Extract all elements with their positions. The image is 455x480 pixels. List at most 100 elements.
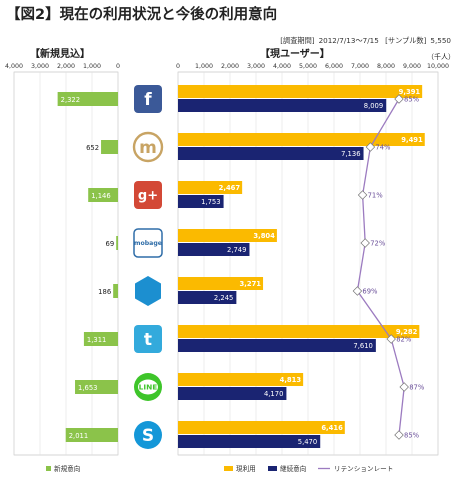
right-tick-label: 10,000 bbox=[427, 63, 449, 70]
new-intent-label: 1,146 bbox=[91, 192, 110, 200]
retention-label: 85% bbox=[404, 432, 420, 440]
new-intent-bar bbox=[57, 92, 118, 106]
new-intent-bar bbox=[88, 188, 118, 202]
retention-point bbox=[399, 382, 409, 392]
continue-intent-bar bbox=[178, 99, 387, 112]
icon-glyph: mobage bbox=[134, 240, 162, 247]
right-tick-label: 7,000 bbox=[351, 63, 369, 70]
continue-intent-label: 7,136 bbox=[341, 150, 360, 158]
current-usage-label: 4,813 bbox=[280, 376, 302, 384]
unit-label: （千人） bbox=[427, 53, 455, 61]
line-bubble-shape bbox=[138, 379, 158, 395]
current-usage-label: 3,271 bbox=[240, 280, 262, 288]
right-tick-label: 1,000 bbox=[195, 63, 213, 70]
current-usage-label: 3,804 bbox=[253, 232, 275, 240]
right-tick-label: 9,000 bbox=[403, 63, 421, 70]
right-panel-title: 【現ユーザー】 bbox=[260, 49, 330, 60]
mixi-icon bbox=[132, 131, 164, 163]
survey-meta: [調査期間] 2012/7/13〜7/15 [サンプル数] 5,550 bbox=[276, 36, 451, 46]
new-intent-bar bbox=[113, 284, 118, 298]
new-intent-label: 2,322 bbox=[61, 96, 80, 104]
retention-label: 74% bbox=[375, 144, 391, 152]
period-label: [調査期間] bbox=[280, 36, 315, 45]
sample-label: [サンプル数] bbox=[385, 36, 427, 45]
current-usage-bar bbox=[178, 421, 345, 434]
retention-label: 71% bbox=[368, 192, 384, 200]
facebook-icon bbox=[134, 85, 162, 113]
mobage-icon bbox=[133, 228, 163, 258]
new-intent-bar bbox=[75, 380, 118, 394]
left-tick-label: 4,000 bbox=[5, 63, 23, 70]
new-intent-bar bbox=[101, 140, 118, 154]
new-intent-label: 1,311 bbox=[87, 336, 106, 344]
continue-intent-label: 4,170 bbox=[264, 390, 283, 398]
retention-line bbox=[356, 98, 405, 436]
retention-point bbox=[386, 334, 396, 344]
new-intent-label: 652 bbox=[86, 144, 99, 152]
right-tick-label: 8,000 bbox=[377, 63, 395, 70]
retention-label: 82% bbox=[396, 336, 412, 344]
new-intent-bar bbox=[65, 428, 118, 442]
left-tick-label: 3,000 bbox=[31, 63, 49, 70]
retention-point bbox=[352, 286, 363, 296]
current-usage-bar bbox=[178, 229, 277, 242]
new-intent-label: 2,011 bbox=[69, 432, 88, 440]
right-tick-label: 6,000 bbox=[325, 63, 343, 70]
current-usage-bar bbox=[178, 325, 420, 338]
twitter-icon bbox=[134, 325, 162, 353]
icon-glyph: S bbox=[142, 426, 154, 446]
legend-continue-label: 継続意向 bbox=[280, 464, 306, 473]
continue-intent-label: 5,470 bbox=[298, 438, 317, 446]
continue-intent-label: 8,009 bbox=[364, 102, 383, 110]
continue-intent-bar bbox=[178, 195, 224, 208]
retention-label: 72% bbox=[370, 240, 386, 248]
icon-glyph: g+ bbox=[138, 189, 158, 204]
legend-current-swatch bbox=[224, 466, 233, 471]
current-usage-bar bbox=[178, 133, 425, 146]
current-usage-bar bbox=[178, 277, 264, 290]
legend-new-swatch bbox=[46, 466, 51, 471]
retention-point bbox=[394, 430, 404, 440]
retention-point bbox=[394, 94, 404, 104]
current-usage-label: 9,491 bbox=[401, 136, 423, 144]
retention-label: 85% bbox=[404, 96, 420, 104]
continue-intent-label: 2,245 bbox=[214, 294, 233, 302]
period-value: 2012/7/13〜7/15 bbox=[318, 36, 379, 45]
google-plus-icon bbox=[134, 181, 162, 209]
current-usage-bar bbox=[178, 85, 423, 98]
icon-glyph: f bbox=[144, 90, 152, 110]
continue-intent-bar bbox=[178, 243, 250, 256]
right-tick-label: 4,000 bbox=[273, 63, 291, 70]
retention-label: 87% bbox=[409, 384, 425, 392]
new-intent-label: 1,653 bbox=[78, 384, 97, 392]
current-usage-label: 6,416 bbox=[321, 424, 343, 432]
icon-glyph: m bbox=[139, 138, 157, 158]
icon-glyph: t bbox=[144, 330, 152, 350]
current-usage-label: 9,282 bbox=[396, 328, 418, 336]
chart-title: 【図2】現在の利用状況と今後の利用意向 bbox=[6, 7, 278, 23]
left-tick-label: 2,000 bbox=[57, 63, 75, 70]
gree-icon bbox=[135, 276, 161, 306]
continue-intent-label: 2,749 bbox=[227, 246, 246, 254]
legend-new-label: 新規意向 bbox=[54, 464, 80, 473]
right-tick-label: 2,000 bbox=[221, 63, 239, 70]
continue-intent-bar bbox=[178, 339, 376, 352]
right-tick-label: 3,000 bbox=[247, 63, 265, 70]
current-usage-label: 9,391 bbox=[399, 88, 421, 96]
continue-intent-bar bbox=[178, 387, 287, 400]
icon-glyph: LINE bbox=[139, 383, 158, 392]
legend-current-label: 現利用 bbox=[236, 464, 256, 473]
legend-continue-swatch bbox=[268, 466, 277, 471]
continue-intent-label: 1,753 bbox=[201, 198, 220, 206]
continue-intent-label: 7,610 bbox=[353, 342, 372, 350]
current-usage-bar bbox=[178, 181, 243, 194]
new-intent-bar bbox=[83, 332, 118, 346]
new-intent-label: 186 bbox=[98, 288, 111, 296]
continue-intent-bar bbox=[178, 435, 321, 448]
skype-icon bbox=[134, 421, 162, 449]
right-tick-label: 5,000 bbox=[299, 63, 317, 70]
retention-point bbox=[357, 190, 368, 200]
retention-point bbox=[365, 142, 376, 152]
continue-intent-bar bbox=[178, 291, 237, 304]
